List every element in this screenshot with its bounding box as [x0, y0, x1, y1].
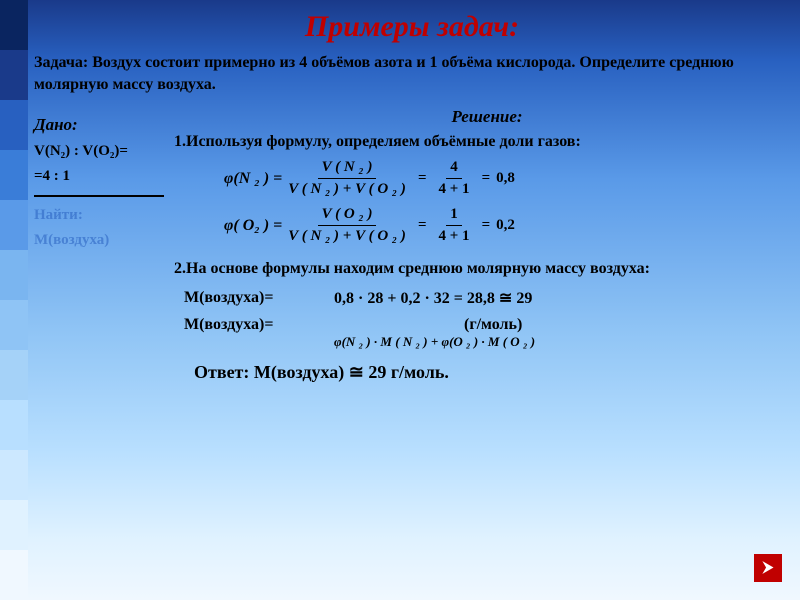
- phi-o2-label: φ( O₂ ) =: [224, 217, 282, 235]
- m-air-calc: 0,8 · 28 + 0,2 · 32 = 28,8 ≅ 29: [334, 288, 532, 308]
- phi-n2-formula: φ(N ₂ ) = V ( N ₂ )V ( N ₂ ) + V ( O ₂ )…: [224, 159, 790, 198]
- find-heading: Найти:: [34, 207, 184, 224]
- answer: Ответ: M(воздуха) ≅ 29 г/моль.: [194, 362, 790, 383]
- page-title: Примеры задач:: [34, 0, 790, 52]
- solution-block: Решение: 1.Используя формулу, определяем…: [184, 107, 790, 383]
- phi-n2-result: 0,8: [496, 170, 515, 187]
- next-button[interactable]: ⮞: [754, 554, 782, 582]
- step-2: 2.На основе формулы находим среднюю моля…: [174, 259, 790, 280]
- step-1: 1.Используя формулу, определяем объёмные…: [174, 133, 790, 151]
- problem-statement: Задача: Воздух состоит примерно из 4 объ…: [34, 52, 790, 95]
- given-line-2: =4 : 1: [34, 168, 184, 185]
- m-air-label-1: M(воздуха)=: [184, 289, 304, 307]
- phi-n2-label: φ(N ₂ ) =: [224, 170, 282, 188]
- given-line-1: V(N₂) : V(O₂)=: [34, 143, 184, 160]
- solution-heading: Решение:: [184, 107, 790, 127]
- phi-o2-result: 0,2: [496, 217, 515, 234]
- given-heading: Дано:: [34, 115, 184, 135]
- slide: Примеры задач: Задача: Воздух состоит пр…: [0, 0, 800, 600]
- side-stripes: [0, 0, 28, 600]
- content-area: Примеры задач: Задача: Воздух состоит пр…: [34, 0, 790, 600]
- find-target: M(воздуха): [34, 232, 184, 249]
- given-block: Дано: V(N₂) : V(O₂)= =4 : 1 Найти: M(воз…: [34, 107, 184, 383]
- divider: [34, 195, 164, 197]
- m-air-label-2: M(воздуха)=: [184, 316, 304, 334]
- phi-o2-formula: φ( O₂ ) = V ( O ₂ )V ( N ₂ ) + V ( O ₂ )…: [224, 206, 790, 245]
- m-air-unit: (г/моль): [464, 316, 522, 334]
- m-air-formula: φ(N ₂ ) · M ( N ₂ ) + φ(O ₂ ) · M ( O ₂ …: [334, 334, 790, 350]
